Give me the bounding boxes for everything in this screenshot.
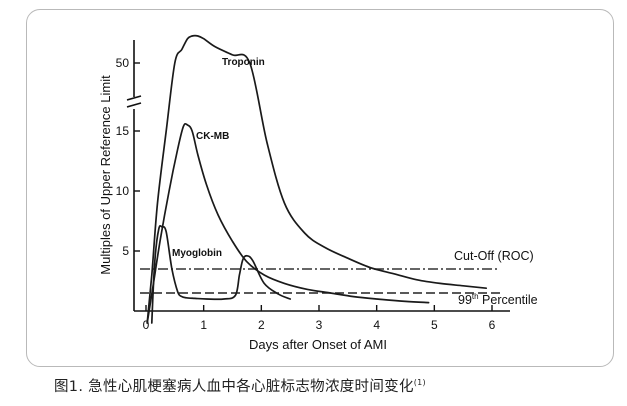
figure-caption: 图1. 急性心肌梗塞病人血中各心脏标志物浓度时间变化(1) [54, 375, 614, 396]
figure-caption-reference: (1) [413, 378, 426, 388]
y-axis-title: Multiples of Upper Reference Limit [98, 75, 113, 275]
series-ck-mb-line [146, 122, 430, 324]
y-tick-label-5: 5 [122, 244, 129, 258]
y-tick-label-10: 10 [116, 184, 130, 198]
x-axis-title: Days after Onset of AMI [249, 337, 387, 352]
series-label-ck-mb: CK-MB [196, 131, 229, 142]
x-tick-label-3: 3 [316, 318, 323, 332]
cutoff-roc-label: Cut-Off (ROC) [454, 249, 534, 263]
x-tick-label-2: 2 [258, 318, 265, 332]
x-tick-label-6: 6 [489, 318, 496, 332]
y-tick-label-15: 15 [116, 124, 130, 138]
series-label-myoglobin: Myoglobin [172, 248, 222, 259]
y-tick-label-50: 50 [116, 56, 130, 70]
percentile-99-word: Percentile [479, 293, 538, 307]
x-tick-label-1: 1 [200, 318, 207, 332]
figure-frame [26, 9, 614, 367]
percentile-99-number: 99 [458, 293, 472, 307]
axis-break-mark-bottom [126, 102, 142, 108]
figure-caption-text: 图1. 急性心肌梗塞病人血中各心脏标志物浓度时间变化 [54, 379, 414, 395]
x-tick-label-5: 5 [431, 318, 438, 332]
percentile-99-superscript: th [472, 292, 479, 301]
x-ticks: 0 1 2 3 4 5 6 [143, 305, 496, 332]
x-tick-label-4: 4 [373, 318, 380, 332]
percentile-99-label: 99th Percentile [458, 292, 538, 307]
y-ticks: 5 10 15 50 [116, 56, 140, 258]
series-troponin-line [146, 34, 488, 324]
series-label-troponin: Troponin [222, 57, 265, 68]
x-tick-label-0: 0 [143, 318, 150, 332]
series-myoglobin-line [150, 224, 292, 324]
axis-break-mark-top [126, 95, 142, 101]
